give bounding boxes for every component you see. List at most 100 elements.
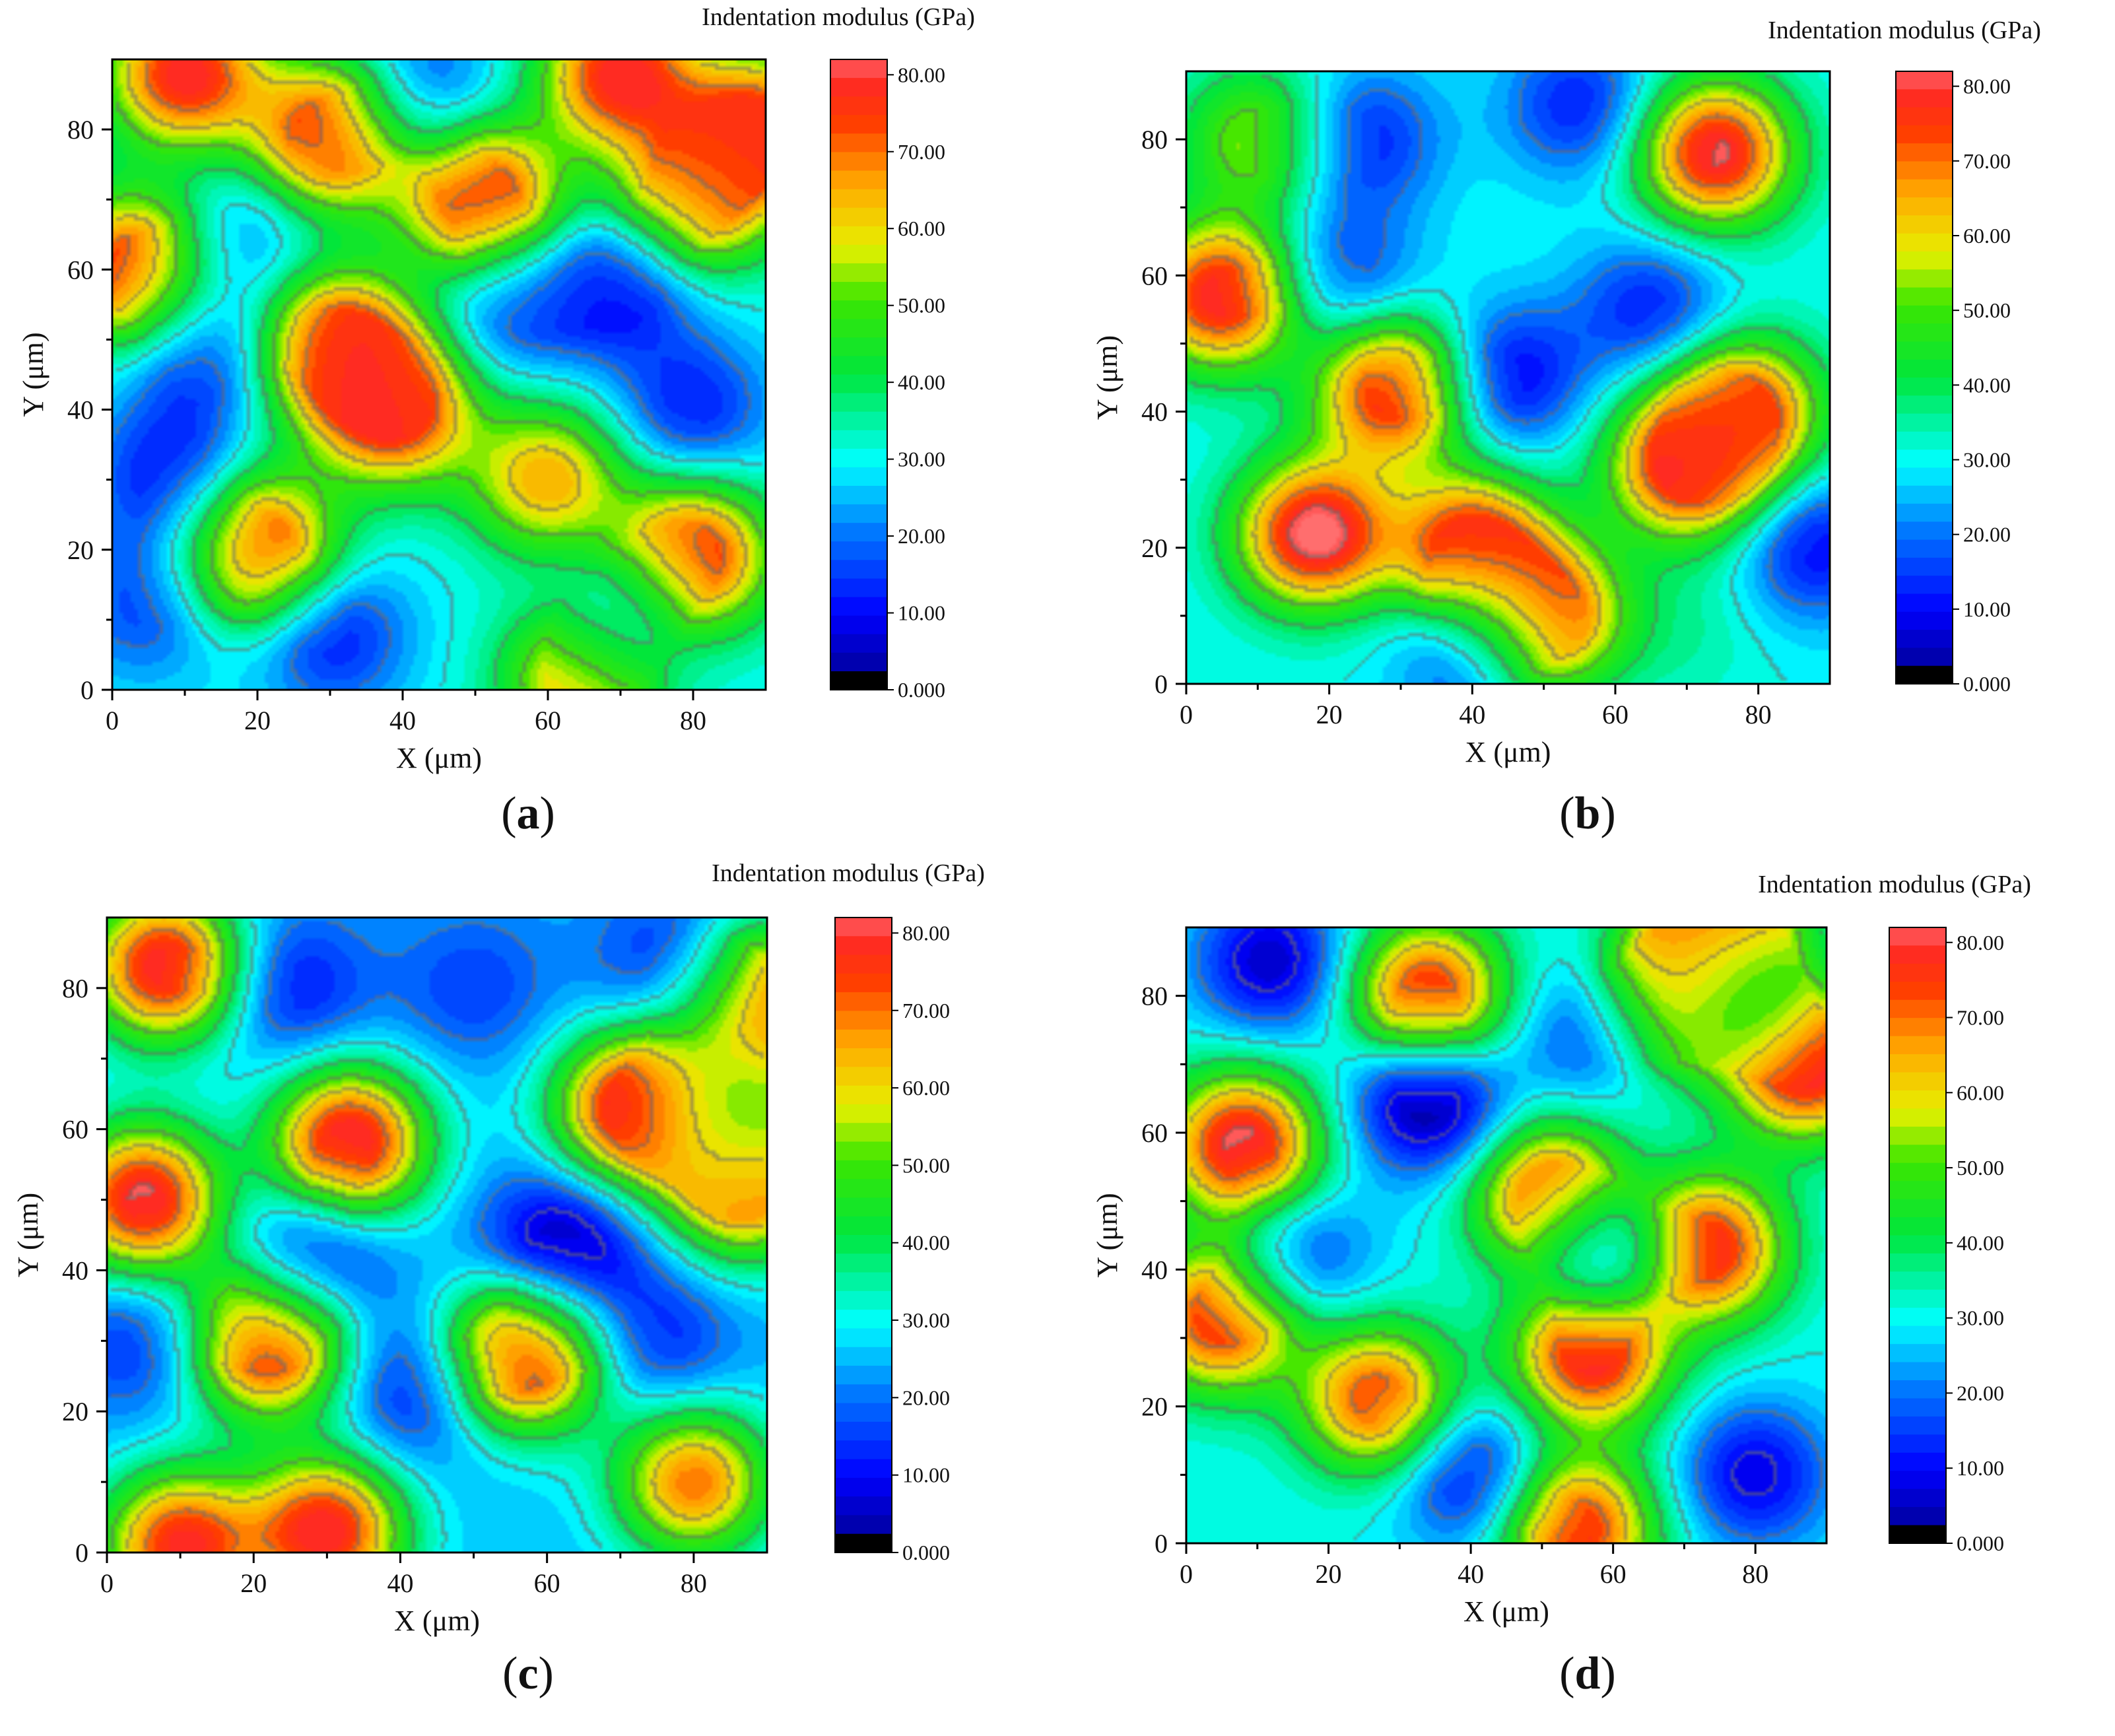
colorbar-tick-label: 0.000	[1957, 1531, 2004, 1555]
x-axis-label: X (μm)	[394, 1605, 480, 1637]
y-tick-label: 60	[67, 255, 94, 284]
colorbar-band	[835, 1440, 892, 1460]
colorbar-tick-label: 60.00	[1957, 1081, 2004, 1104]
colorbar-band	[835, 1067, 892, 1086]
colorbar-band	[830, 356, 887, 376]
colorbar-band	[1889, 1434, 1946, 1453]
colorbar-band	[830, 652, 887, 672]
colorbar-band	[1896, 251, 1953, 271]
colorbar-title: Indentation modulus (GPa)	[702, 3, 975, 31]
panel-b: 0 20 40 60 80 0 20 40 60 80 X (μm) Y (μm) 80.00 70.00…	[1091, 17, 2041, 839]
colorbar-tick-label: 10.00	[1963, 597, 2011, 621]
colorbar-band	[830, 96, 887, 116]
colorbar-band	[830, 393, 887, 413]
x-tick-label: 0	[106, 706, 119, 735]
colorbar-band	[835, 1141, 892, 1161]
colorbar-band	[830, 560, 887, 580]
colorbar-band	[1896, 413, 1953, 432]
colorbar-frame	[1895, 71, 1953, 684]
colorbar-tick-label: 0.000	[902, 1541, 950, 1564]
colorbar-band	[830, 411, 887, 431]
heatmap-field	[1186, 927, 1827, 1543]
colorbar-band	[1896, 450, 1953, 469]
colorbar-tick-label: 50.00	[1957, 1156, 2004, 1180]
colorbar-band	[830, 486, 887, 506]
panel-label: (c)	[502, 1648, 554, 1699]
colorbar-band	[1896, 431, 1953, 451]
colorbar-band	[835, 1123, 892, 1143]
y-axis-label: Y (μm)	[12, 1193, 44, 1277]
colorbar-tick-label: 40.00	[1957, 1231, 2004, 1255]
colorbar-band	[835, 1477, 892, 1498]
colorbar-band	[830, 152, 887, 172]
plot-frame	[111, 58, 767, 691]
colorbar-band	[1889, 1054, 1946, 1073]
colorbar-band	[1896, 71, 1953, 90]
colorbar-band	[1896, 521, 1953, 541]
y-tick-label: 80	[62, 974, 88, 1003]
colorbar-band	[1889, 1308, 1946, 1327]
colorbar-band	[835, 1496, 892, 1516]
colorbar: 80.00 70.00 60.00 50.00 40.00 30.00 20.00 10.00…	[1895, 71, 2011, 696]
x-tick-label: 0	[1180, 700, 1193, 729]
colorbar-tick-label: 40.00	[1963, 373, 2011, 397]
panel-label: (a)	[501, 788, 555, 839]
y-tick-label: 0	[1155, 1529, 1168, 1558]
colorbar-band	[830, 207, 887, 227]
colorbar-band	[835, 1085, 892, 1105]
colorbar-tick-label: 80.00	[1963, 75, 2011, 98]
heatmap-field	[107, 918, 767, 1552]
colorbar-band	[1889, 963, 1946, 983]
colorbar-band	[1889, 1525, 1946, 1544]
colorbar-band	[830, 170, 887, 190]
colorbar-tick-label: 80.00	[1957, 931, 2004, 954]
colorbar-band	[1889, 1507, 1946, 1526]
panel-label: (b)	[1559, 788, 1616, 839]
colorbar-tick-label: 20.00	[1963, 523, 2011, 547]
colorbar-band	[835, 936, 892, 956]
colorbar: 80.00 70.00 60.00 50.00 40.00 30.00 20.00 10.00…	[830, 59, 945, 702]
colorbar-tick-label: 40.00	[902, 1231, 950, 1255]
colorbar-band	[1889, 1108, 1946, 1127]
colorbar-band	[1896, 593, 1953, 613]
colorbar-band	[1896, 197, 1953, 217]
colorbar-band	[1889, 1289, 1946, 1309]
colorbar-band	[835, 1235, 892, 1255]
x-tick-label: 80	[680, 706, 706, 735]
colorbar-band	[1896, 215, 1953, 234]
y-tick-label: 60	[1141, 1118, 1168, 1148]
colorbar-tick-label: 80.00	[898, 63, 945, 86]
colorbar-band	[1896, 161, 1953, 180]
x-tick-label: 60	[1602, 700, 1628, 729]
x-tick-label: 0	[1180, 1559, 1193, 1589]
colorbar-band	[1889, 1398, 1946, 1417]
y-tick-label: 80	[67, 115, 94, 145]
colorbar-band	[835, 1179, 892, 1199]
colorbar-band	[1889, 1271, 1946, 1290]
x-tick-label: 60	[535, 706, 561, 735]
x-tick-label: 60	[1600, 1559, 1627, 1589]
colorbar-band	[835, 918, 892, 937]
colorbar-band	[1889, 1325, 1946, 1345]
colorbar-title: Indentation modulus (GPa)	[1758, 871, 2031, 898]
colorbar-band	[1889, 1362, 1946, 1382]
colorbar-tick-label: 60.00	[1963, 224, 2011, 248]
colorbar-band	[1889, 1181, 1946, 1200]
colorbar-tick-label: 0.000	[1963, 672, 2011, 696]
plot-frame	[106, 916, 768, 1554]
colorbar-band	[830, 300, 887, 320]
colorbar: 80.00 70.00 60.00 50.00 40.00 30.00 20.00 10.00…	[1889, 927, 2004, 1555]
y-tick-label: 0	[1155, 669, 1168, 699]
colorbar-band	[1889, 945, 1946, 964]
colorbar-band	[835, 1011, 892, 1030]
colorbar-band	[1889, 1416, 1946, 1436]
colorbar-band	[1889, 1090, 1946, 1110]
x-tick-label: 40	[389, 706, 416, 735]
colorbar-tick-label: 10.00	[902, 1463, 950, 1487]
y-axis-label: Y (μm)	[17, 332, 50, 417]
colorbar-tick-label: 10.00	[1957, 1456, 2004, 1480]
colorbar-band	[835, 1272, 892, 1292]
x-tick-label: 20	[244, 706, 271, 735]
y-tick-label: 20	[1141, 1392, 1168, 1422]
